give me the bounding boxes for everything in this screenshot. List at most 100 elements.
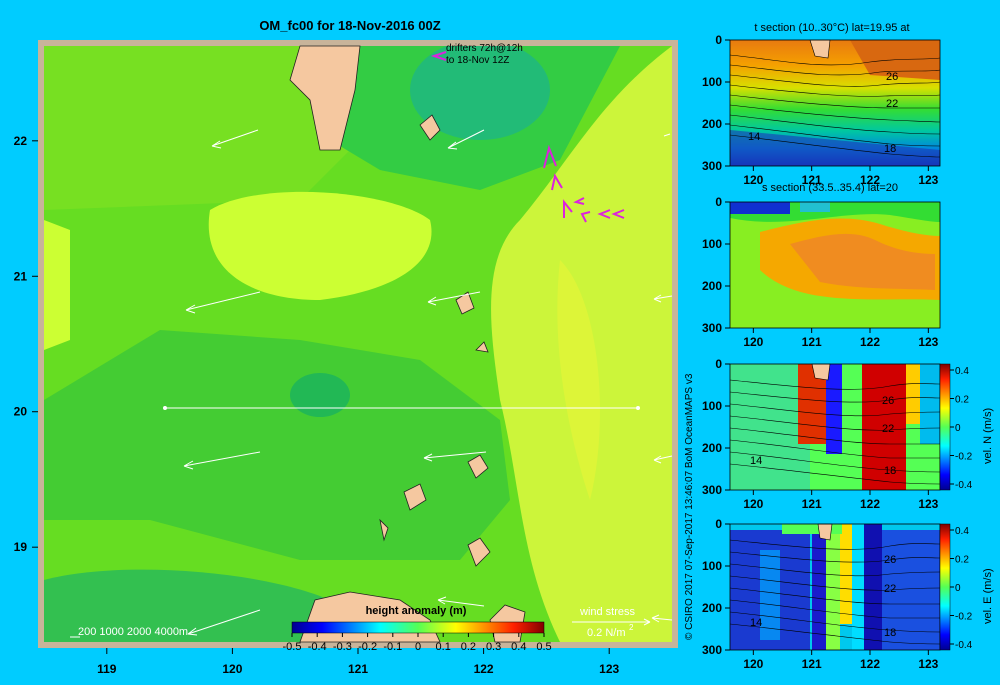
drifter-tracks	[430, 51, 625, 223]
drifter-arrow	[563, 199, 573, 218]
veln-contours	[729, 379, 941, 485]
colorbar-label: height anomaly (m)	[366, 605, 467, 617]
colorbar-tick-label: 0.4	[511, 641, 526, 653]
main-map-title: OM_fc00 for 18-Nov-2016 00Z	[259, 18, 440, 33]
main-y-axis: 22 21 20 19	[14, 134, 38, 554]
drifters-label-line1: drifters 72h@12h	[446, 43, 523, 54]
section-line-end	[636, 406, 640, 410]
salinity-fresh-surface	[730, 202, 790, 214]
colorbar-tick-label: -0.2	[955, 612, 973, 623]
panel-axes: 120 121 122 123 0 100 200 300	[702, 195, 941, 349]
wind-arrow	[653, 294, 673, 303]
x-tick-label: 120	[743, 335, 763, 349]
y-tick-label: 200	[702, 601, 722, 615]
veln-blue-band	[826, 364, 842, 454]
y-tick-label: 0	[715, 33, 722, 47]
wind-stress-legend: wind stress 0.2 N/m 2	[572, 606, 651, 639]
x-tick-label: 122	[860, 657, 880, 671]
colorbar-tick-label: 0.2	[461, 641, 476, 653]
contour-label: 26	[884, 554, 896, 566]
drifter-arrow	[551, 173, 563, 191]
field-region-nw	[44, 46, 380, 210]
height-anomaly-colorbar: height anomaly (m) -0.5 -0.4 -0.3 -0.2 -0.1 0…	[283, 605, 552, 653]
land-in-section	[811, 363, 831, 381]
y-tick-label: 21	[14, 269, 28, 283]
contour-label: 18	[884, 465, 896, 477]
y-tick-label: 20	[14, 405, 28, 419]
wind-arrow	[423, 451, 487, 462]
land-island-4	[467, 454, 489, 479]
x-tick-label: 122	[860, 497, 880, 511]
land-taiwan	[289, 45, 361, 151]
x-tick-label: 122	[474, 662, 494, 676]
field-region-central-min	[290, 373, 350, 417]
land-island-7	[379, 518, 389, 542]
colorbar-tick-label: -0.4	[308, 641, 327, 653]
drifter-legend-marker	[430, 51, 447, 61]
x-tick-label: 121	[802, 173, 822, 187]
x-tick-label: 123	[918, 497, 938, 511]
colorbar-tick-label: 0.4	[955, 366, 969, 377]
land-island-3	[475, 341, 489, 353]
colorbar-tick-label: 0.5	[536, 641, 551, 653]
temperature-contours	[729, 54, 941, 158]
wind-arrow	[437, 596, 485, 607]
colorbar-tick-label: -0.5	[283, 641, 302, 653]
credit-text: © CSIRO 2017 07-Sep-2017 13:46:07 BoM Oc…	[684, 373, 695, 640]
vele-yellow-band	[840, 524, 852, 624]
y-tick-label: 100	[702, 559, 722, 573]
contour-label: 22	[882, 423, 894, 435]
y-tick-label: 300	[702, 483, 722, 497]
x-tick-label: 122	[860, 173, 880, 187]
contour-label: 26	[886, 71, 898, 83]
x-tick-label: 121	[348, 662, 368, 676]
x-tick-label: 123	[918, 657, 938, 671]
land-island-6	[467, 537, 491, 567]
y-tick-label: 19	[14, 540, 28, 554]
y-tick-label: 200	[702, 279, 722, 293]
x-tick-label: 123	[599, 662, 619, 676]
panel-salinity-section: 120 121 122 123 0 100 200 300	[702, 195, 941, 349]
drifter-arrow	[543, 144, 557, 169]
wind-arrow	[183, 451, 261, 470]
y-tick-label: 300	[702, 643, 722, 657]
colorbar-label: vel. N (m/s)	[982, 408, 994, 464]
section-line-start	[163, 406, 167, 410]
panel-temperature-section: t section (10..30°C) lat=19.95 at 26 22 …	[702, 22, 941, 187]
wind-stress-exponent: 2	[629, 623, 634, 632]
land-in-section	[817, 523, 833, 541]
wind-stress-scale: 0.2 N/m	[587, 627, 626, 639]
y-tick-label: 200	[702, 117, 722, 131]
x-tick-label: 120	[222, 662, 242, 676]
x-tick-label: 120	[743, 497, 763, 511]
colorbar-tick-label: -0.4	[955, 640, 973, 651]
main-x-axis: 119 120 121 122 123	[97, 648, 620, 676]
colorbar-tick-label: -0.1	[383, 641, 402, 653]
land-island-1	[419, 114, 441, 141]
contour-label: 14	[750, 455, 762, 467]
wind-arrow	[447, 129, 485, 150]
colorbar-ticks: -0.5 -0.4 -0.3 -0.2 -0.1 0 0.1 0.2 0.3 0.4 0.5	[283, 633, 552, 653]
y-tick-label: 300	[702, 159, 722, 173]
y-tick-label: 22	[14, 134, 28, 148]
contour-label: 22	[886, 98, 898, 110]
panel-axes: 120 121 122 123 0 100 200 300	[702, 33, 941, 187]
height-anomaly-field	[44, 46, 672, 642]
colorbar-tick-label: 0	[955, 583, 961, 594]
colorbar-gradient	[291, 621, 545, 634]
y-tick-label: 300	[702, 321, 722, 335]
colorbar-ticks: 0.4 0.2 0 -0.2 -0.4	[950, 526, 973, 651]
panel-frame	[729, 201, 941, 329]
veln-west-band	[730, 364, 810, 490]
wind-arrow	[211, 129, 259, 149]
drifter-arrow	[611, 209, 625, 219]
field-region-sw-low	[44, 569, 330, 642]
x-tick-label: 121	[802, 335, 822, 349]
x-tick-label: 122	[860, 335, 880, 349]
x-tick-label: 120	[743, 173, 763, 187]
wind-arrow	[427, 291, 481, 306]
panel-title: t section (10..30°C) lat=19.95 at	[754, 22, 909, 34]
y-tick-label: 100	[702, 75, 722, 89]
